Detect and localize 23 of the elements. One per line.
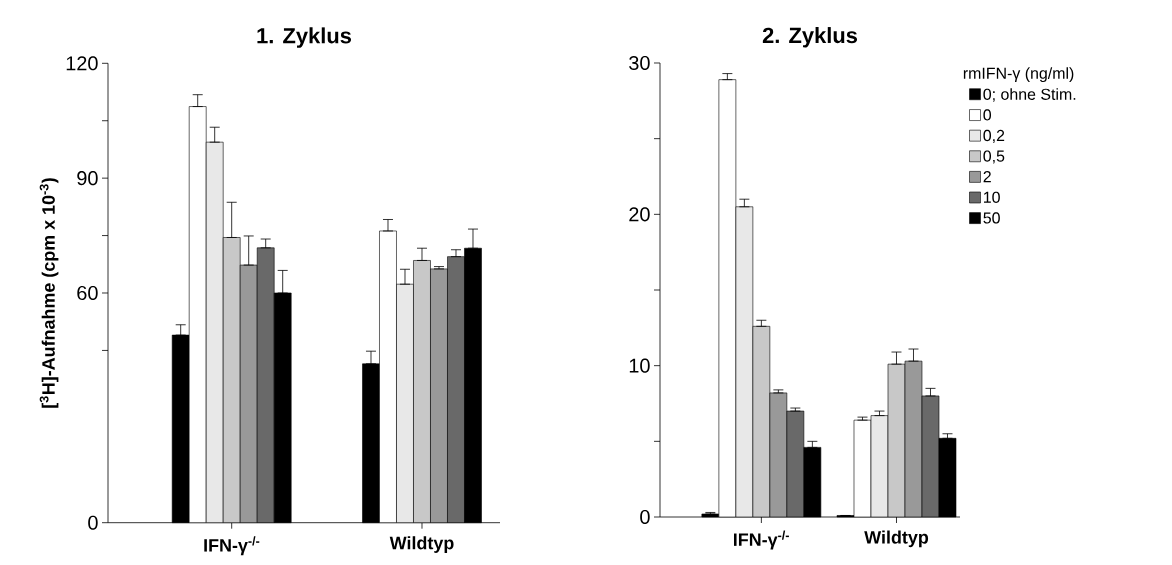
legend-title: rmIFN-γ (ng/ml) <box>963 67 1074 83</box>
x-tick-label: IFN-γ$^{-/-}$ <box>733 530 789 550</box>
y-tick-label: 30 <box>629 55 650 71</box>
legend-label: 2 <box>983 171 991 183</box>
x-tick-label: Wildtyp <box>389 536 454 553</box>
y-tick-label: 90 <box>77 171 98 186</box>
y-tick-label: 0 <box>88 515 98 530</box>
y-tick-label: 10 <box>629 358 650 373</box>
legend-label: 0; ohne Stim. <box>983 88 1076 102</box>
legend-label: 10 <box>984 191 1000 203</box>
y-tick-label: 120 <box>66 56 98 71</box>
y-axis-title: [$^{3}$H]-Aufnahme (cpm x 10$^{-3}$) <box>39 178 59 408</box>
chart-title: 2. Zyklus <box>762 27 858 48</box>
y-tick-label: 60 <box>77 285 98 301</box>
legend-label: 0,2 <box>983 129 1005 144</box>
y-tick-label: 20 <box>629 207 650 222</box>
y-tick-label: 0 <box>640 509 650 525</box>
legend-label: 0,5 <box>983 150 1005 164</box>
chart-title: 1. Zyklus <box>257 27 352 48</box>
x-tick-label: Wildtyp <box>864 530 929 548</box>
x-tick-label: IFN-γ$^{-/-}$ <box>204 536 260 556</box>
legend-label: 0 <box>983 109 992 121</box>
legend-label: 50 <box>983 212 1000 224</box>
